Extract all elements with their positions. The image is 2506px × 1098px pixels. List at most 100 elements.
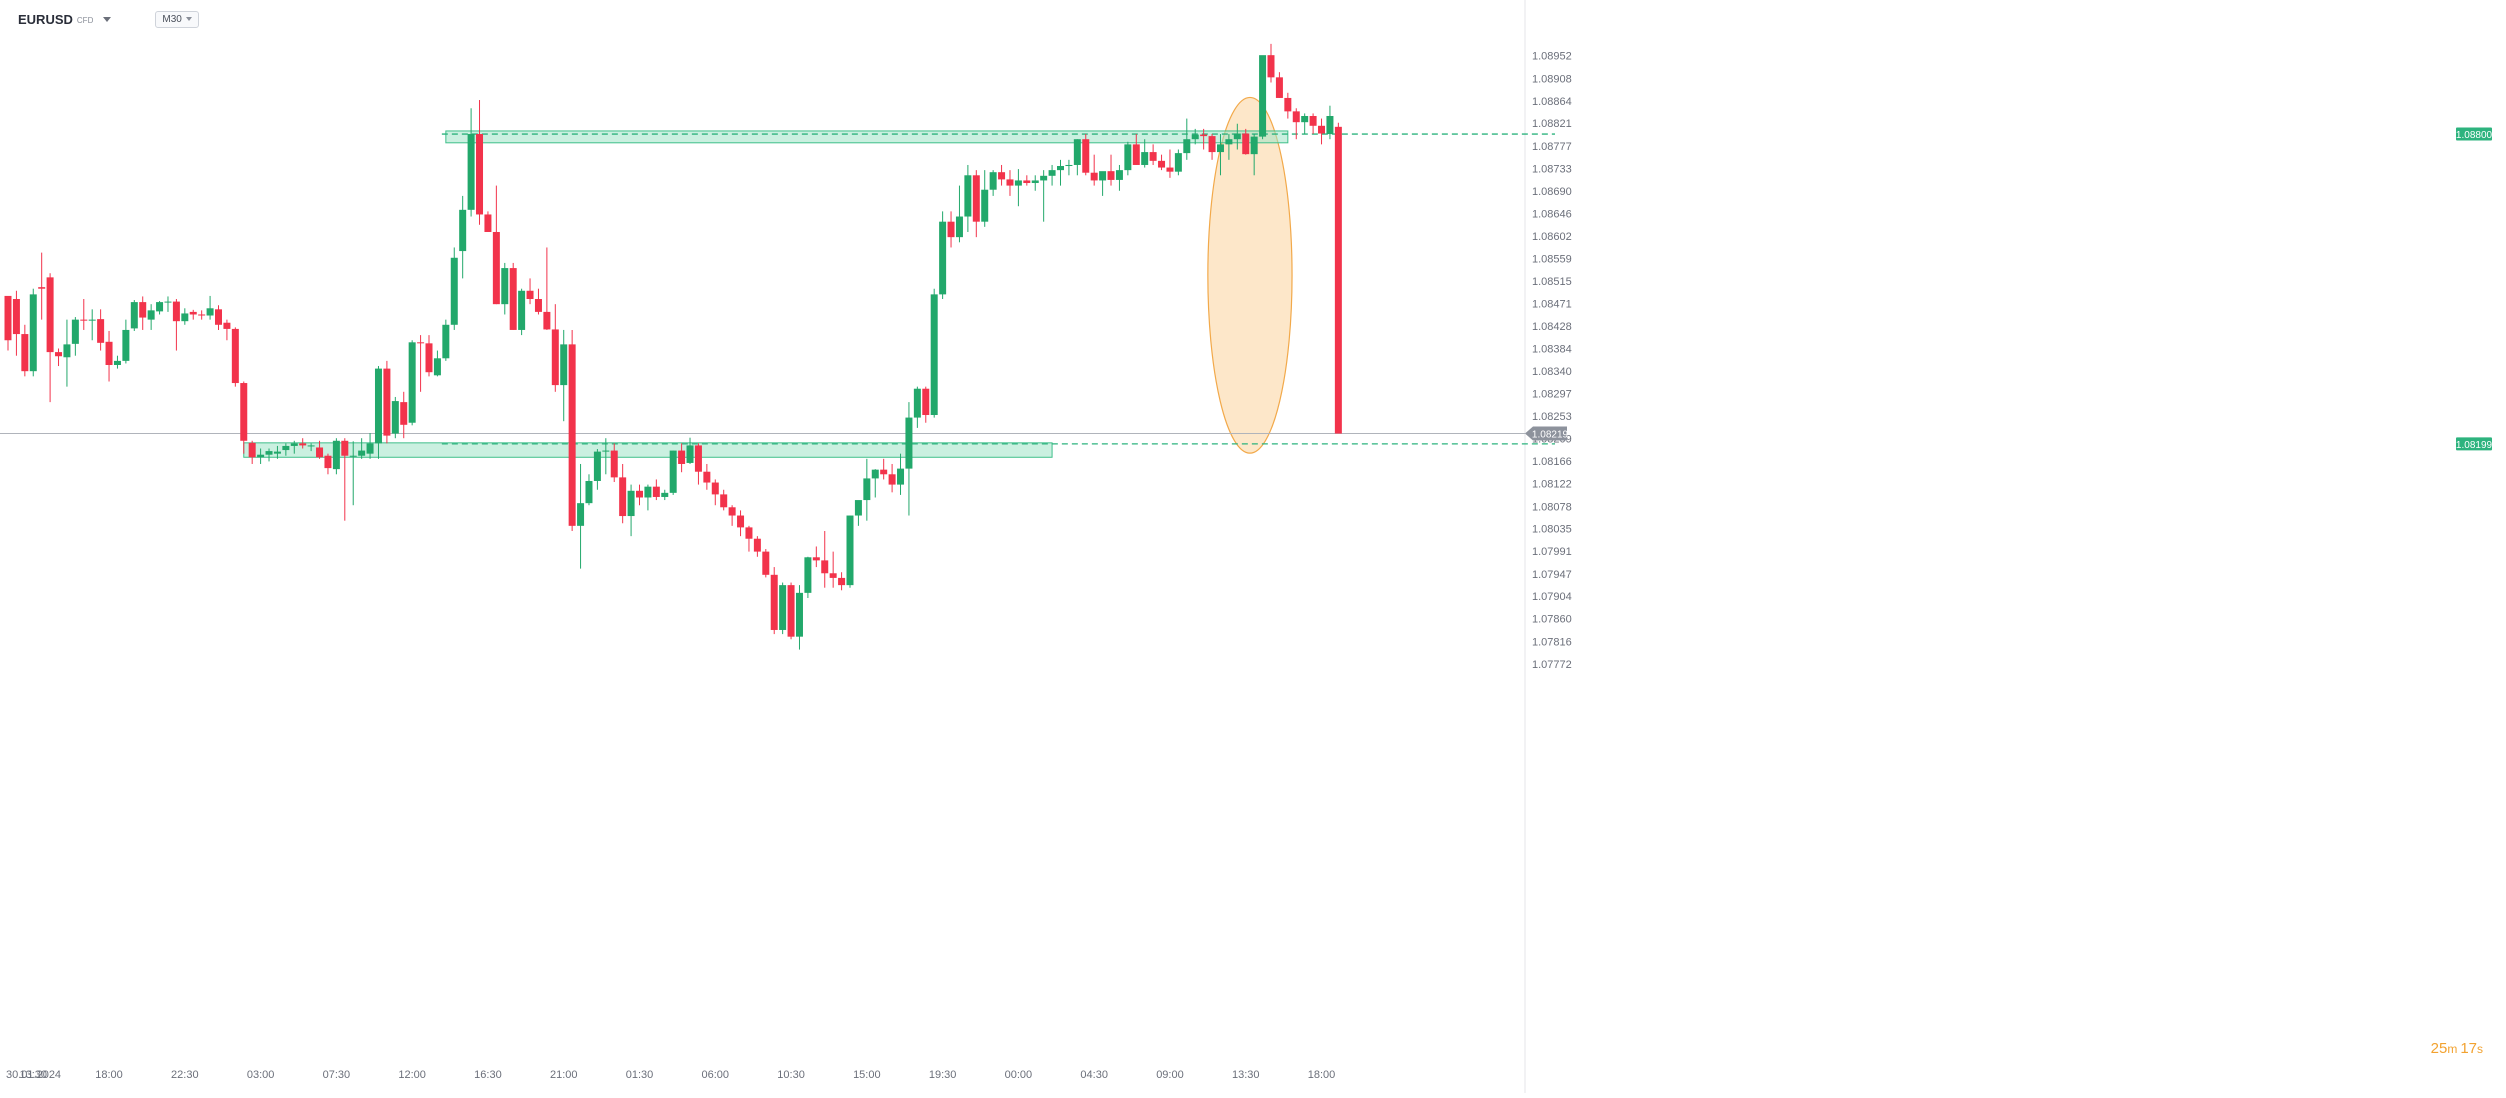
price-tick-label: 1.08253 (1532, 411, 1572, 423)
price-tick-label: 1.07772 (1532, 659, 1572, 671)
candle (38, 252, 46, 320)
candle (476, 100, 484, 225)
candle-body (172, 301, 180, 322)
candle (694, 443, 702, 485)
candle-body (206, 308, 214, 316)
candle-body (627, 490, 635, 517)
candle (240, 381, 248, 454)
candle-body (425, 343, 433, 373)
candle (610, 443, 618, 483)
candle-body (501, 268, 509, 305)
candle (770, 567, 778, 635)
candle-body (1006, 179, 1014, 186)
time-tick-label: 12:00 (398, 1069, 426, 1081)
candle-body (947, 221, 955, 238)
candle (223, 319, 231, 341)
candle-body (231, 328, 239, 384)
support-resistance-zone[interactable] (445, 130, 1289, 144)
candle-body (1090, 172, 1098, 181)
candle (215, 305, 222, 330)
candle (1174, 149, 1182, 176)
candle-body (240, 383, 248, 441)
candle (282, 443, 290, 456)
candle (619, 463, 627, 524)
candle (21, 324, 29, 377)
candle (812, 546, 820, 568)
candle-body (38, 287, 46, 289)
candle (1284, 92, 1292, 119)
candle (795, 585, 803, 650)
candle-body (1158, 160, 1166, 168)
candle (408, 340, 416, 426)
candle-body (1292, 111, 1300, 123)
price-tick-label: 1.08821 (1532, 118, 1572, 130)
candle (711, 479, 719, 506)
candle-body (846, 515, 854, 586)
time-tick-label: 16:30 (474, 1069, 502, 1081)
candle (139, 296, 147, 330)
symbol-dropdown-chevron-icon[interactable] (103, 16, 112, 22)
timeframe-chevron-down-icon (185, 17, 192, 21)
candle-body (998, 172, 1006, 180)
candle (720, 489, 728, 511)
candle (46, 273, 54, 403)
candle-body (1073, 139, 1081, 165)
candle (905, 402, 913, 516)
candle (981, 170, 989, 227)
candle (122, 319, 130, 364)
candle-body (1208, 136, 1216, 153)
candle-body (518, 290, 526, 330)
timeframe-selector[interactable]: M30 (155, 10, 199, 28)
price-tick-label: 1.08297 (1532, 388, 1572, 400)
candle (955, 185, 963, 243)
candle (636, 484, 643, 506)
candle-body (577, 503, 585, 526)
candle-body (1250, 136, 1258, 155)
candle (863, 458, 871, 521)
candle (1006, 170, 1014, 196)
candle-body (1141, 152, 1149, 165)
candle (737, 510, 745, 537)
current-price-tag: 1.08219 (1532, 430, 1569, 441)
time-tick-label: 01:30 (626, 1069, 654, 1081)
candle (1318, 118, 1326, 145)
candle-body (467, 134, 475, 210)
candle-body (526, 290, 534, 300)
candle-body (593, 451, 601, 481)
candle-body (1191, 134, 1199, 140)
candle-body (930, 294, 938, 416)
candle (299, 438, 307, 449)
candle (661, 489, 669, 501)
price-tick-label: 1.07904 (1532, 591, 1572, 603)
candle-body (1216, 144, 1224, 153)
candle-body (939, 221, 947, 295)
level-price-tag-bg (2456, 127, 2492, 141)
candle (349, 441, 357, 506)
candle-body (71, 319, 79, 344)
candle-body (417, 342, 425, 344)
candle (998, 164, 1006, 186)
candle-body (703, 471, 711, 483)
candle-body (215, 309, 222, 325)
candle (509, 262, 517, 330)
candle-body (619, 477, 627, 517)
candle-body (955, 216, 963, 238)
candle-body (838, 577, 846, 586)
current-price-tag-bg (1525, 426, 1567, 441)
time-tick-label: 22:30 (171, 1069, 199, 1081)
candle-body (762, 551, 770, 575)
candle-body (450, 257, 458, 325)
price-tick-label: 1.08515 (1532, 276, 1572, 288)
timeframe-label: M30 (162, 13, 182, 25)
candle-countdown: 25m 17s (2431, 1040, 2486, 1057)
candle-body (880, 469, 888, 475)
candle-body (888, 474, 896, 485)
candle-body (863, 478, 871, 501)
candle (130, 300, 138, 331)
time-tick-label: 19:30 (929, 1069, 957, 1081)
candle-body (341, 440, 349, 456)
candle (80, 299, 88, 330)
candle-body (442, 324, 450, 359)
